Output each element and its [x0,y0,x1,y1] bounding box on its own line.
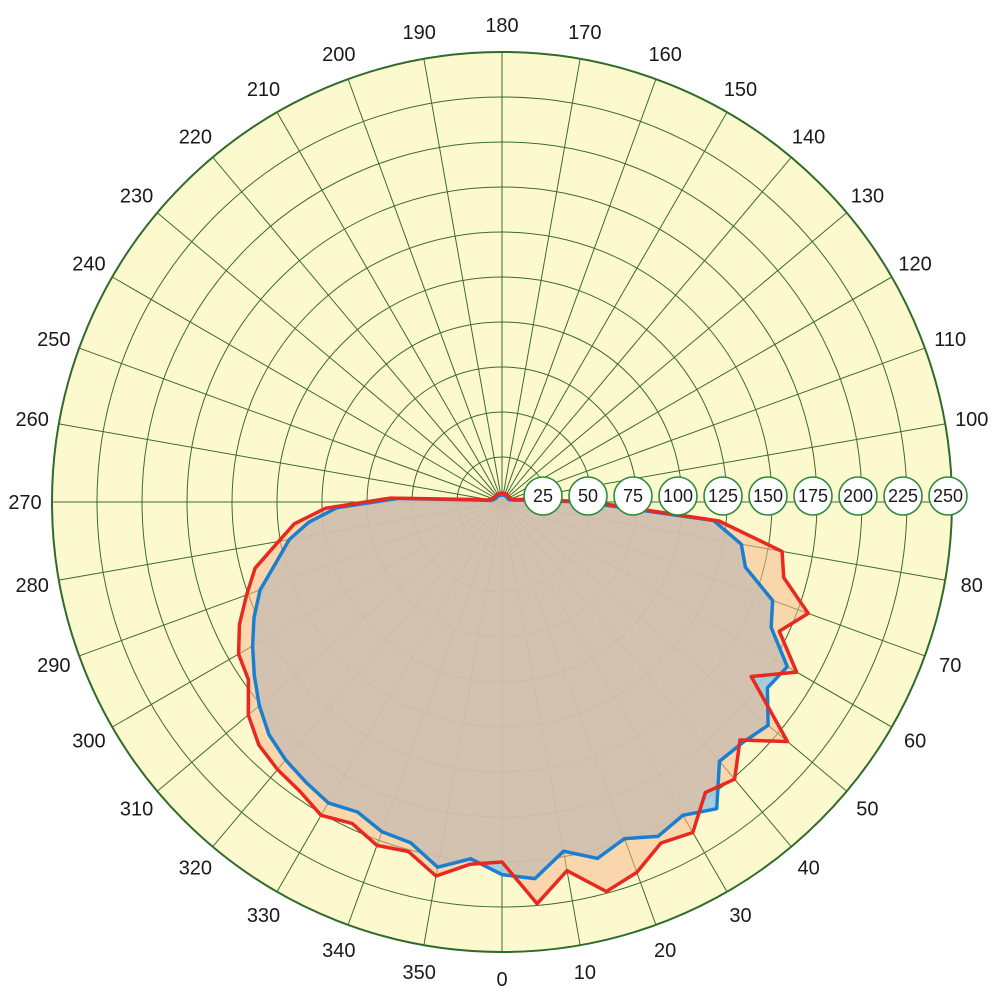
radial-tick: 175 [793,476,833,516]
angle-label: 50 [856,799,878,821]
angle-label: 300 [72,731,105,753]
angle-label: 350 [402,962,435,984]
radial-tick-label: 250 [933,486,963,506]
radial-tick: 250 [928,476,968,516]
angle-label: 220 [179,127,212,149]
radial-tick-label: 25 [533,486,553,506]
grid-spoke [347,78,503,503]
radial-tick-label: 225 [888,486,918,506]
angle-label: 100 [955,409,988,431]
grid-spoke [276,112,503,503]
radial-tick: 100 [658,476,698,516]
grid-spoke [423,58,503,503]
grid-spoke [501,347,926,503]
angle-label: 150 [724,79,757,101]
angle-label: 110 [934,329,966,351]
radial-tick-label: 125 [708,486,738,506]
radial-tick-label: 50 [578,486,598,506]
radial-tick-bubble [568,476,608,516]
angle-label: 230 [120,185,153,207]
radial-tick-label: 175 [798,486,828,506]
angle-label: 200 [322,44,355,66]
series-layer [236,491,810,906]
grid-spoke [212,156,503,503]
series-line-2 [236,491,810,906]
angle-label: 130 [851,185,884,207]
radial-tick: 200 [838,476,878,516]
angle-label: 170 [568,22,601,44]
radial-tick-label: 100 [663,486,693,506]
radial-tick: 75 [613,476,653,516]
angle-label: 260 [16,409,49,431]
grid-spoke [501,276,892,503]
radial-tick-bubble [928,476,968,516]
radial-tick-bubble [883,476,923,516]
angle-label: 180 [485,15,518,37]
angle-label: 320 [179,857,212,879]
angle-label: 10 [574,962,596,984]
radial-tick-bubble [748,476,788,516]
grid-spoke [112,276,503,503]
radial-tick: 50 [568,476,608,516]
grid-spoke [58,423,503,503]
radial-tick-label: 75 [623,486,643,506]
angle-label: 80 [961,575,983,597]
grid-spoke [501,58,581,503]
radial-tick: 225 [883,476,923,516]
grid-spoke [78,347,503,503]
radial-tick-bubble [703,476,743,516]
angle-label: 140 [792,127,825,149]
grid-spoke [501,78,657,503]
angle-label: 190 [402,22,435,44]
angle-label-layer: 0 10 20 30 40 50 60 70 80 100 110 120 130 140 150 160 17… [8,15,988,991]
grid-spoke [156,212,503,503]
angle-label: 290 [37,655,70,677]
radial-tick: 125 [703,476,743,516]
angle-label: 240 [72,254,105,276]
grid-spoke [501,212,848,503]
radial-label-layer: 25 50 75 100 125 150 175 200 225 250 [523,476,968,516]
radial-tick-bubble [613,476,653,516]
radial-tick-label: 200 [843,486,873,506]
angle-label: 250 [37,329,70,351]
grid-spoke [501,156,792,503]
angle-label: 330 [247,905,280,927]
angle-label: 70 [939,655,961,677]
grid-spoke [501,112,728,503]
angle-label: 120 [898,254,931,276]
radial-tick-bubble [658,476,698,516]
radial-tick-bubble [523,476,563,516]
radial-tick-label: 150 [753,486,783,506]
radial-tick-bubble [838,476,878,516]
angle-label: 60 [904,731,926,753]
angle-label: 30 [729,905,751,927]
angle-label: 310 [120,799,153,821]
radial-tick: 25 [523,476,563,516]
angle-label: 160 [648,44,681,66]
angle-label: 270 [8,492,41,514]
series-line-1 [250,493,790,881]
angle-label: 280 [16,575,49,597]
angle-label: 0 [496,969,507,991]
series-fill-2 [238,493,809,904]
radial-tick: 150 [748,476,788,516]
angle-label: 40 [797,857,819,879]
angle-label: 210 [247,79,280,101]
angle-label: 20 [654,940,676,962]
radial-tick-bubble [793,476,833,516]
angle-label: 340 [322,940,355,962]
